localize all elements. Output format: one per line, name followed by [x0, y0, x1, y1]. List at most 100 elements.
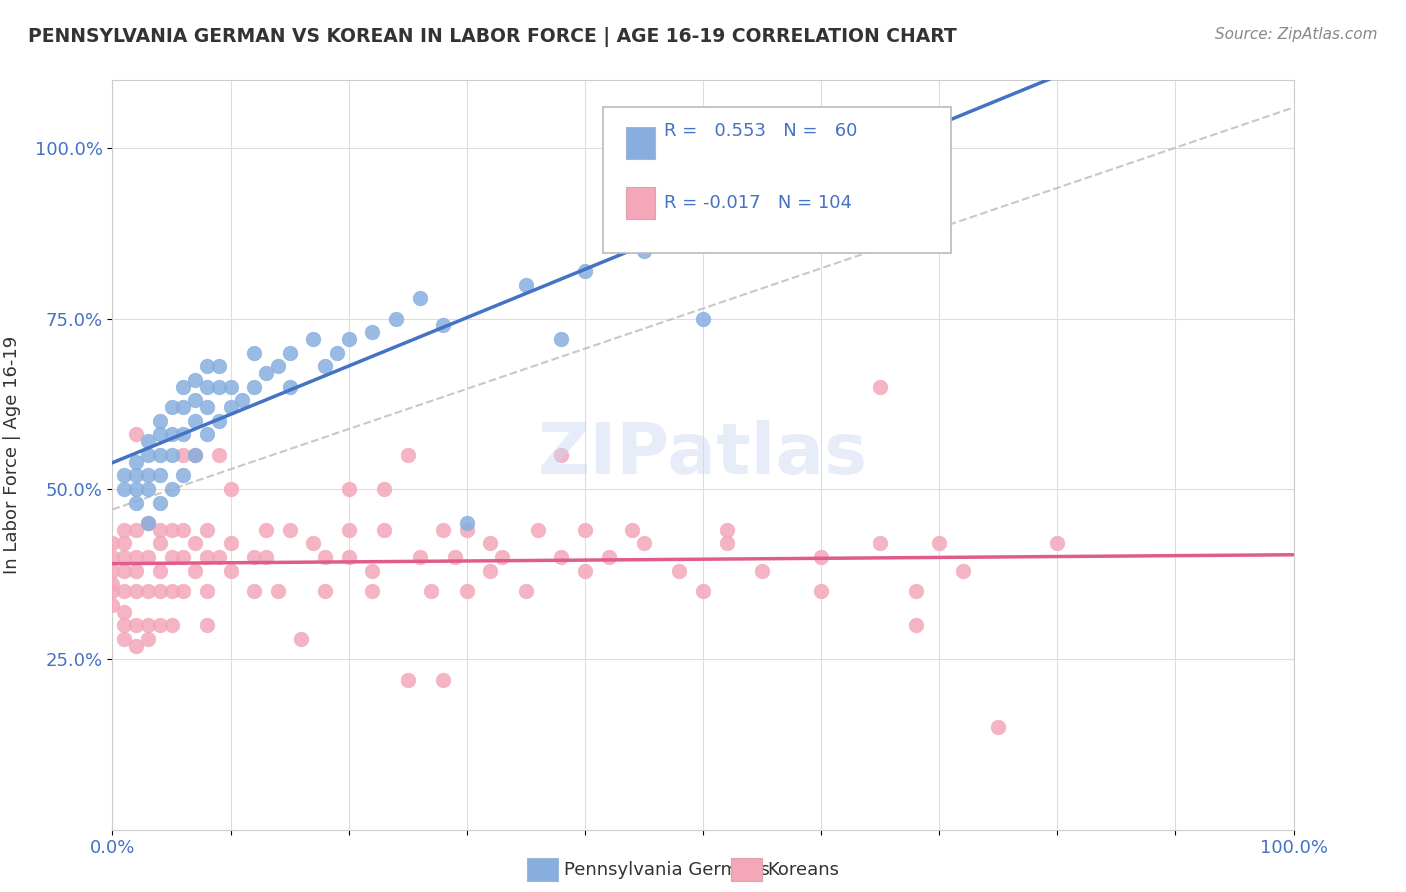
- Point: [136, 448, 159, 462]
- Point: [184, 448, 207, 462]
- Point: [550, 550, 572, 565]
- Point: [408, 550, 430, 565]
- Point: [432, 673, 454, 687]
- Point: [172, 468, 194, 483]
- Point: [337, 523, 360, 537]
- Point: [172, 523, 194, 537]
- Point: [373, 482, 395, 496]
- Point: [361, 564, 384, 578]
- Point: [219, 536, 242, 550]
- Point: [149, 523, 172, 537]
- Point: [337, 482, 360, 496]
- Point: [112, 584, 135, 599]
- Point: [633, 244, 655, 258]
- Point: [515, 584, 537, 599]
- Point: [149, 427, 172, 442]
- Point: [810, 584, 832, 599]
- Point: [254, 523, 277, 537]
- Point: [751, 128, 773, 142]
- Point: [208, 448, 231, 462]
- Point: [149, 584, 172, 599]
- Text: PENNSYLVANIA GERMAN VS KOREAN IN LABOR FORCE | AGE 16-19 CORRELATION CHART: PENNSYLVANIA GERMAN VS KOREAN IN LABOR F…: [28, 27, 957, 46]
- Point: [810, 550, 832, 565]
- Point: [550, 448, 572, 462]
- Point: [254, 366, 277, 380]
- Point: [149, 468, 172, 483]
- Point: [172, 380, 194, 394]
- Point: [337, 550, 360, 565]
- Point: [112, 632, 135, 646]
- Point: [184, 393, 207, 408]
- Point: [692, 311, 714, 326]
- Point: [112, 618, 135, 632]
- Text: R = -0.017   N = 104: R = -0.017 N = 104: [664, 194, 852, 212]
- Point: [692, 584, 714, 599]
- Point: [456, 584, 478, 599]
- Point: [208, 359, 231, 374]
- Point: [302, 536, 325, 550]
- Point: [125, 564, 148, 578]
- Point: [621, 523, 644, 537]
- Point: [125, 523, 148, 537]
- Point: [195, 550, 218, 565]
- Point: [101, 564, 124, 578]
- Point: [479, 536, 502, 550]
- Point: [574, 564, 596, 578]
- Point: [172, 550, 194, 565]
- Bar: [626, 128, 655, 159]
- Point: [361, 584, 384, 599]
- Point: [574, 264, 596, 278]
- Point: [420, 584, 443, 599]
- Point: [904, 618, 927, 632]
- Point: [101, 577, 124, 591]
- Point: [149, 564, 172, 578]
- Point: [208, 414, 231, 428]
- Point: [904, 584, 927, 599]
- Point: [125, 584, 148, 599]
- Point: [598, 550, 620, 565]
- Point: [172, 401, 194, 415]
- Point: [456, 523, 478, 537]
- Point: [125, 482, 148, 496]
- Point: [254, 550, 277, 565]
- Point: [184, 448, 207, 462]
- Point: [112, 482, 135, 496]
- Bar: [626, 187, 655, 219]
- Point: [550, 332, 572, 346]
- Point: [668, 564, 690, 578]
- Point: [1046, 536, 1069, 550]
- Point: [160, 448, 183, 462]
- Point: [160, 550, 183, 565]
- Point: [125, 468, 148, 483]
- Point: [987, 720, 1010, 734]
- Point: [112, 468, 135, 483]
- Text: Koreans: Koreans: [768, 861, 839, 879]
- Point: [314, 584, 336, 599]
- Text: Pennsylvania Germans: Pennsylvania Germans: [564, 861, 769, 879]
- Point: [101, 536, 124, 550]
- Point: [136, 482, 159, 496]
- Point: [149, 495, 172, 509]
- Point: [112, 605, 135, 619]
- Point: [751, 564, 773, 578]
- Point: [952, 564, 974, 578]
- Point: [172, 584, 194, 599]
- Point: [136, 516, 159, 530]
- Point: [112, 536, 135, 550]
- Point: [149, 414, 172, 428]
- Point: [314, 359, 336, 374]
- Point: [184, 414, 207, 428]
- Point: [149, 536, 172, 550]
- Text: Source: ZipAtlas.com: Source: ZipAtlas.com: [1215, 27, 1378, 42]
- Point: [136, 516, 159, 530]
- Point: [195, 523, 218, 537]
- Point: [633, 536, 655, 550]
- Point: [125, 495, 148, 509]
- Point: [125, 550, 148, 565]
- Point: [267, 584, 290, 599]
- Point: [101, 550, 124, 565]
- Point: [149, 448, 172, 462]
- Point: [149, 618, 172, 632]
- Point: [574, 523, 596, 537]
- Point: [125, 455, 148, 469]
